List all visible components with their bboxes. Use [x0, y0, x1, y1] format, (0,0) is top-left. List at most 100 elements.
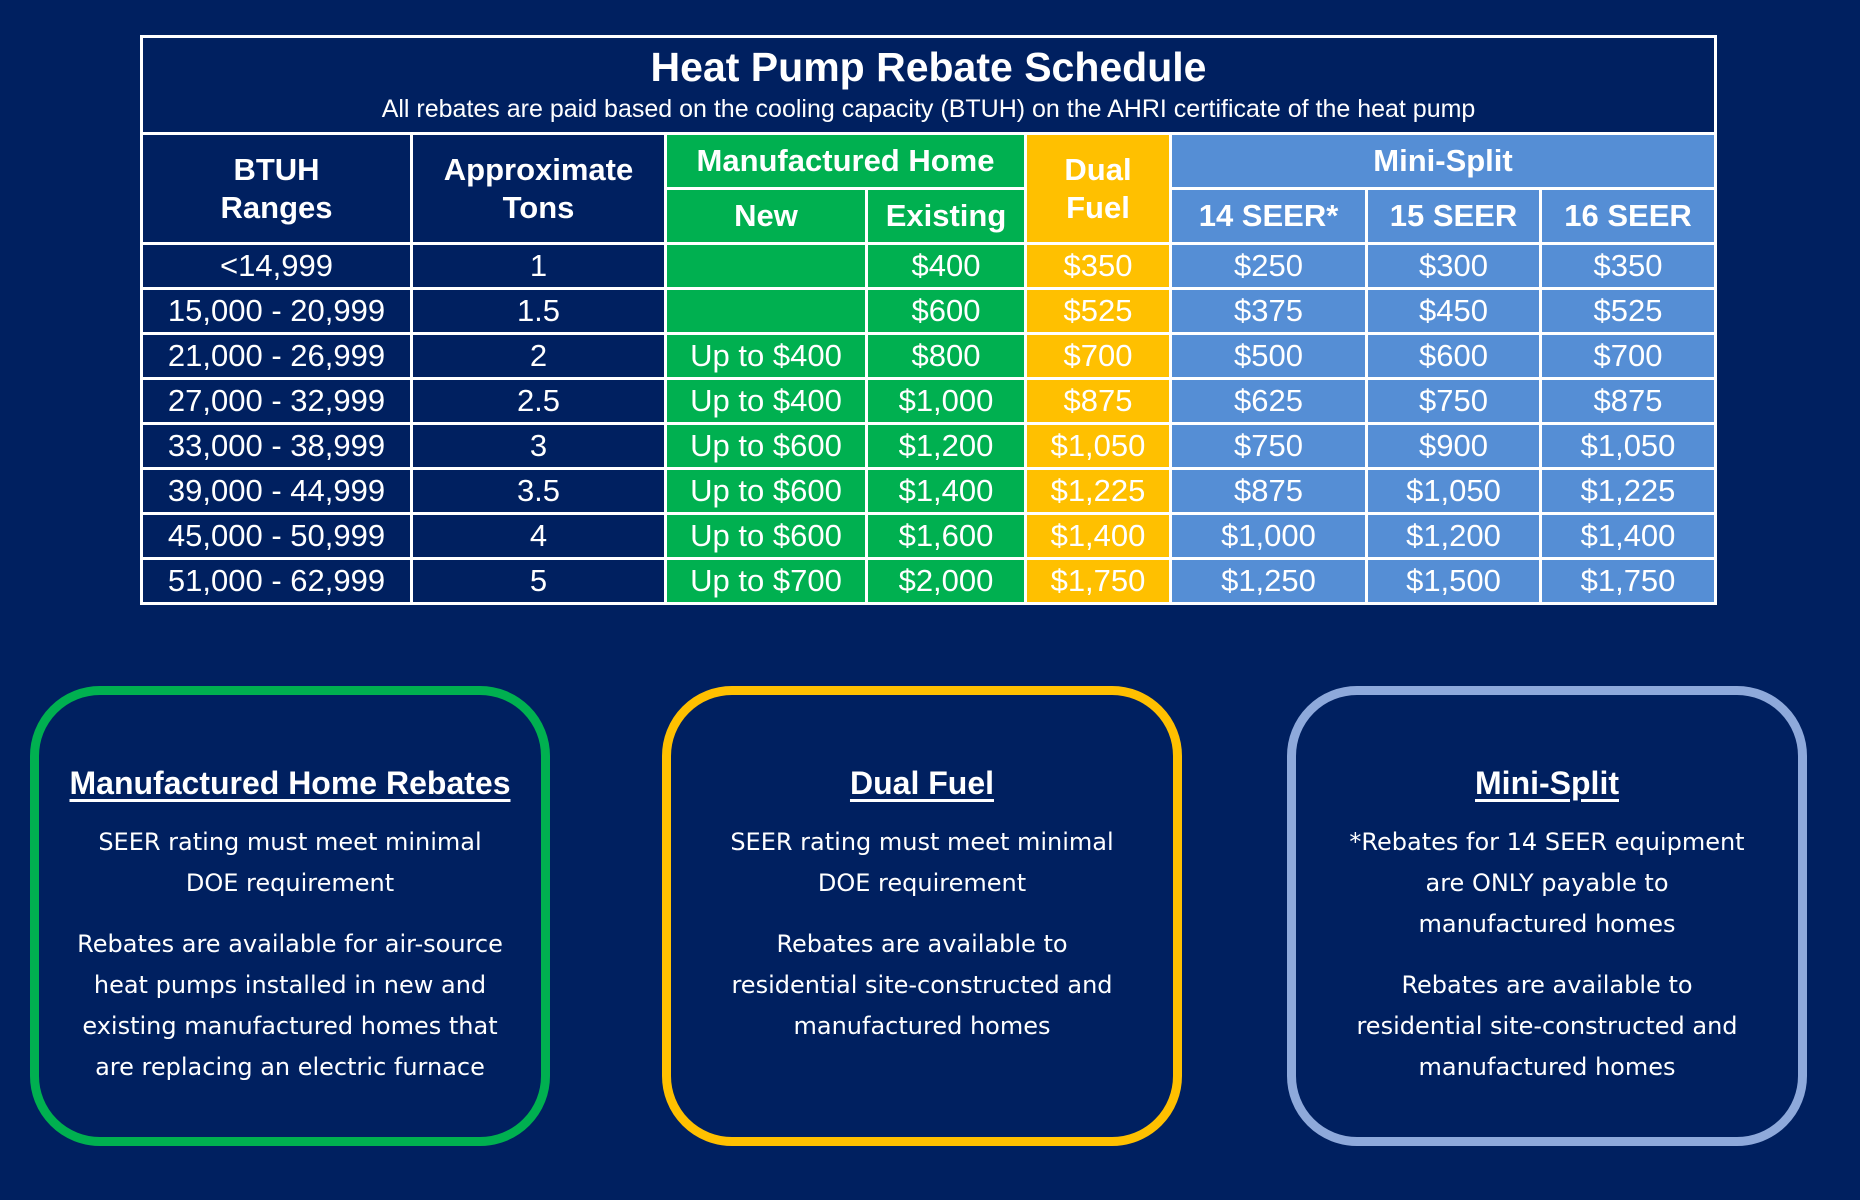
- cell-mini-split-15-seer: $450: [1365, 287, 1542, 335]
- header-14-seer: 14 SEER*: [1169, 187, 1368, 245]
- box-text-line: heat pumps installed in new and: [93, 971, 487, 999]
- box-text-line: SEER rating must meet minimal: [730, 828, 1114, 856]
- cell-manufactured-new: Up to $600: [664, 467, 868, 515]
- cell-mini-split-14-seer: $250: [1169, 242, 1368, 290]
- cell-dual-fuel: $700: [1024, 332, 1172, 380]
- header-new: New: [664, 187, 868, 245]
- box-paragraph: Rebates are available to residential site…: [1296, 965, 1798, 1088]
- table-row: 45,000 - 50,999 4 Up to $600 $1,600 $1,400 $1…: [140, 512, 1718, 560]
- cell-dual-fuel: $350: [1024, 242, 1172, 290]
- box-text-line: existing manufactured homes that: [82, 1012, 498, 1040]
- box-text-line: DOE requirement: [817, 869, 1027, 897]
- table-row: 21,000 - 26,999 2 Up to $400 $800 $700 $500 $6…: [140, 332, 1718, 380]
- cell-tons: 1: [410, 242, 667, 290]
- cell-btuh-range: 15,000 - 20,999: [140, 287, 413, 335]
- cell-mini-split-15-seer: $1,050: [1365, 467, 1542, 515]
- box-heading: Manufactured Home Rebates: [69, 765, 511, 801]
- cell-dual-fuel: $1,050: [1024, 422, 1172, 470]
- cell-mini-split-14-seer: $1,000: [1169, 512, 1368, 560]
- header-16-seer: 16 SEER: [1538, 187, 1718, 245]
- cell-btuh-range: 39,000 - 44,999: [140, 467, 413, 515]
- header-existing: Existing: [865, 187, 1027, 245]
- cell-manufactured-existing: $400: [865, 242, 1027, 290]
- cell-dual-fuel: $1,750: [1024, 557, 1172, 605]
- cell-manufactured-new: Up to $600: [664, 422, 868, 470]
- cell-manufactured-new: Up to $600: [664, 512, 868, 560]
- cell-btuh-range: 33,000 - 38,999: [140, 422, 413, 470]
- dual-fuel-box: Dual Fuel SEER rating must meet minimal DO…: [662, 686, 1182, 1146]
- table-row: <14,999 1 $400 $350 $250 $300 $350: [140, 242, 1718, 290]
- cell-dual-fuel: $875: [1024, 377, 1172, 425]
- cell-mini-split-16-seer: $525: [1538, 287, 1718, 335]
- box-text-line: SEER rating must meet minimal: [98, 828, 482, 856]
- box-text-line: residential site-constructed and: [1356, 1012, 1738, 1040]
- cell-mini-split-14-seer: $375: [1169, 287, 1368, 335]
- cell-dual-fuel: $525: [1024, 287, 1172, 335]
- cell-mini-split-16-seer: $1,225: [1538, 467, 1718, 515]
- box-text-line: manufactured homes: [1418, 910, 1676, 938]
- cell-dual-fuel: $1,225: [1024, 467, 1172, 515]
- cell-tons: 5: [410, 557, 667, 605]
- box-paragraph: SEER rating must meet minimal DOE require…: [671, 822, 1173, 904]
- box-heading: Mini-Split: [1475, 765, 1619, 801]
- cell-manufactured-new: Up to $700: [664, 557, 868, 605]
- cell-btuh-range: 21,000 - 26,999: [140, 332, 413, 380]
- box-text-line: manufactured homes: [793, 1012, 1051, 1040]
- cell-manufactured-existing: $1,600: [865, 512, 1027, 560]
- box-heading: Dual Fuel: [849, 765, 994, 801]
- header-dual-fuel: Dual Fuel: [1024, 132, 1172, 245]
- cell-manufactured-existing: $600: [865, 287, 1027, 335]
- box-text-line: manufactured homes: [1418, 1053, 1676, 1081]
- cell-mini-split-14-seer: $875: [1169, 467, 1368, 515]
- cell-mini-split-15-seer: $600: [1365, 332, 1542, 380]
- cell-manufactured-existing: $1,000: [865, 377, 1027, 425]
- table-row: 33,000 - 38,999 3 Up to $600 $1,200 $1,050 $7…: [140, 422, 1718, 470]
- cell-manufactured-existing: $1,200: [865, 422, 1027, 470]
- box-paragraph: SEER rating must meet minimal DOE require…: [39, 822, 541, 904]
- cell-btuh-range: <14,999: [140, 242, 413, 290]
- cell-manufactured-new: [664, 242, 868, 290]
- table-subtitle: All rebates are paid based on the coolin…: [381, 95, 1476, 123]
- cell-mini-split-15-seer: $300: [1365, 242, 1542, 290]
- cell-mini-split-15-seer: $900: [1365, 422, 1542, 470]
- cell-mini-split-16-seer: $700: [1538, 332, 1718, 380]
- mini-split-box: Mini-Split *Rebates for 14 SEER equipment…: [1287, 686, 1807, 1146]
- table-row: 15,000 - 20,999 1.5 $600 $525 $375 $450 $525: [140, 287, 1718, 335]
- cell-manufactured-new: Up to $400: [664, 377, 868, 425]
- box-text-line: residential site-constructed and: [731, 971, 1113, 999]
- cell-tons: 2.5: [410, 377, 667, 425]
- cell-tons: 2: [410, 332, 667, 380]
- box-text-line: Rebates are available for air-source: [77, 930, 503, 958]
- cell-mini-split-16-seer: $1,750: [1538, 557, 1718, 605]
- cell-mini-split-14-seer: $500: [1169, 332, 1368, 380]
- cell-mini-split-15-seer: $1,200: [1365, 512, 1542, 560]
- box-text-line: *Rebates for 14 SEER equipment: [1349, 828, 1745, 856]
- manufactured-home-rebates-box: Manufactured Home Rebates SEER rating mus…: [30, 686, 550, 1146]
- cell-manufactured-existing: $800: [865, 332, 1027, 380]
- cell-btuh-range: 45,000 - 50,999: [140, 512, 413, 560]
- cell-mini-split-15-seer: $1,500: [1365, 557, 1542, 605]
- cell-mini-split-14-seer: $625: [1169, 377, 1368, 425]
- cell-manufactured-existing: $1,400: [865, 467, 1027, 515]
- cell-mini-split-16-seer: $1,400: [1538, 512, 1718, 560]
- header-approximate-tons: Approximate Tons: [410, 132, 667, 245]
- box-paragraph: Rebates are available for air-source heat…: [39, 924, 541, 1088]
- header-15-seer: 15 SEER: [1365, 187, 1542, 245]
- cell-mini-split-16-seer: $1,050: [1538, 422, 1718, 470]
- table-row: 51,000 - 62,999 5 Up to $700 $2,000 $1,750 $1…: [140, 557, 1718, 605]
- cell-btuh-range: 51,000 - 62,999: [140, 557, 413, 605]
- cell-mini-split-16-seer: $350: [1538, 242, 1718, 290]
- cell-mini-split-14-seer: $1,250: [1169, 557, 1368, 605]
- cell-dual-fuel: $1,400: [1024, 512, 1172, 560]
- cell-tons: 3: [410, 422, 667, 470]
- cell-manufactured-new: Up to $400: [664, 332, 868, 380]
- cell-manufactured-existing: $2,000: [865, 557, 1027, 605]
- box-text-line: are replacing an electric furnace: [95, 1053, 485, 1081]
- box-text-line: DOE requirement: [185, 869, 395, 897]
- cell-btuh-range: 27,000 - 32,999: [140, 377, 413, 425]
- box-paragraph: *Rebates for 14 SEER equipment are ONLY p…: [1296, 822, 1798, 945]
- table-row: 39,000 - 44,999 3.5 Up to $600 $1,400 $1,225…: [140, 467, 1718, 515]
- header-mini-split: Mini-Split: [1168, 132, 1718, 190]
- box-text-line: Rebates are available to: [1401, 971, 1693, 999]
- title-cell: Heat Pump Rebate Schedule All rebates ar…: [139, 35, 1718, 135]
